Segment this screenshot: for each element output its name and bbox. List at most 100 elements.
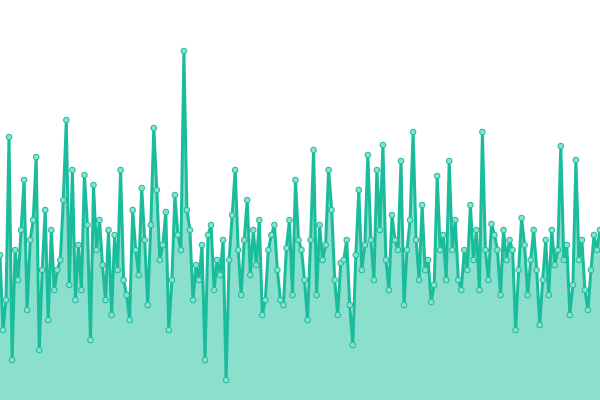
data-point [491,231,498,239]
data-point [548,226,556,234]
data-point [183,206,191,214]
data-point [533,266,540,274]
data-point [138,184,146,192]
data-point [198,241,206,249]
series-line [0,49,600,382]
data-point [210,286,218,294]
data-point [476,286,483,294]
data-point [557,142,565,150]
data-point [578,236,586,244]
data-point [364,151,372,159]
data-point [262,296,269,304]
data-point [394,246,402,254]
data-point [539,276,547,284]
data-point [587,266,595,274]
data-point [454,276,462,284]
data-point [584,306,592,314]
data-point [518,214,525,222]
data-point [421,266,429,274]
data-point [147,221,155,229]
data-point [252,261,260,269]
data-point [358,266,366,274]
data-point [427,298,435,306]
data-point [50,286,58,294]
data-point [436,246,444,254]
data-point [102,296,109,304]
data-point [298,246,305,254]
data-point [310,146,317,154]
data-point [126,316,133,324]
data-point [280,301,287,309]
data-point [509,246,516,254]
data-point [433,172,441,180]
data-point [385,286,393,294]
data-point [464,266,471,274]
data-point [274,266,281,274]
data-point [53,266,61,274]
data-point [424,256,432,264]
data-point [569,281,577,289]
data-point [485,276,492,284]
data-point [391,236,399,244]
data-point [44,316,52,324]
data-point [231,166,239,174]
data-point [515,266,522,274]
data-point [225,256,233,264]
data-point [292,176,299,184]
data-point [243,196,251,204]
data-point [488,220,495,228]
data-point [461,246,468,254]
data-point [334,311,341,319]
data-point [237,291,245,299]
data-point [192,261,200,269]
data-point [150,124,158,132]
data-point [66,281,73,289]
data-point [222,376,230,384]
data-point [551,261,559,269]
data-point [301,276,308,284]
data-point [195,276,203,284]
data-point [286,216,293,224]
data-point [581,286,589,294]
data-point [168,276,176,284]
data-point [11,246,19,254]
data-point [442,276,450,284]
data-point [313,291,320,299]
data-point [451,216,459,224]
data-point [331,276,338,284]
data-point [29,216,37,224]
data-point [328,206,335,214]
data-point [90,181,97,189]
data-point [63,116,70,124]
data-point [35,346,43,354]
area-fill [0,51,600,400]
data-point [132,246,139,254]
data-point [500,226,507,234]
data-point [141,236,149,244]
data-point [259,311,266,319]
data-point [171,191,179,199]
data-point [177,246,185,254]
data-point [201,356,209,364]
data-point [346,301,354,309]
data-point [213,256,221,264]
data-point [506,236,513,244]
data-point [403,246,411,254]
data-point [448,246,456,254]
data-point [87,336,94,344]
data-point [159,241,167,249]
data-point [397,157,405,165]
data-point [93,246,100,254]
data-point [482,246,489,254]
data-point [96,216,103,224]
data-point [439,231,447,239]
data-point [255,216,263,224]
data-point [277,296,284,304]
data-point [527,256,534,264]
data-point [590,231,598,239]
data-point [189,296,197,304]
data-point [165,326,173,334]
data-point [207,221,215,229]
data-point [430,281,438,289]
data-point [566,311,574,319]
